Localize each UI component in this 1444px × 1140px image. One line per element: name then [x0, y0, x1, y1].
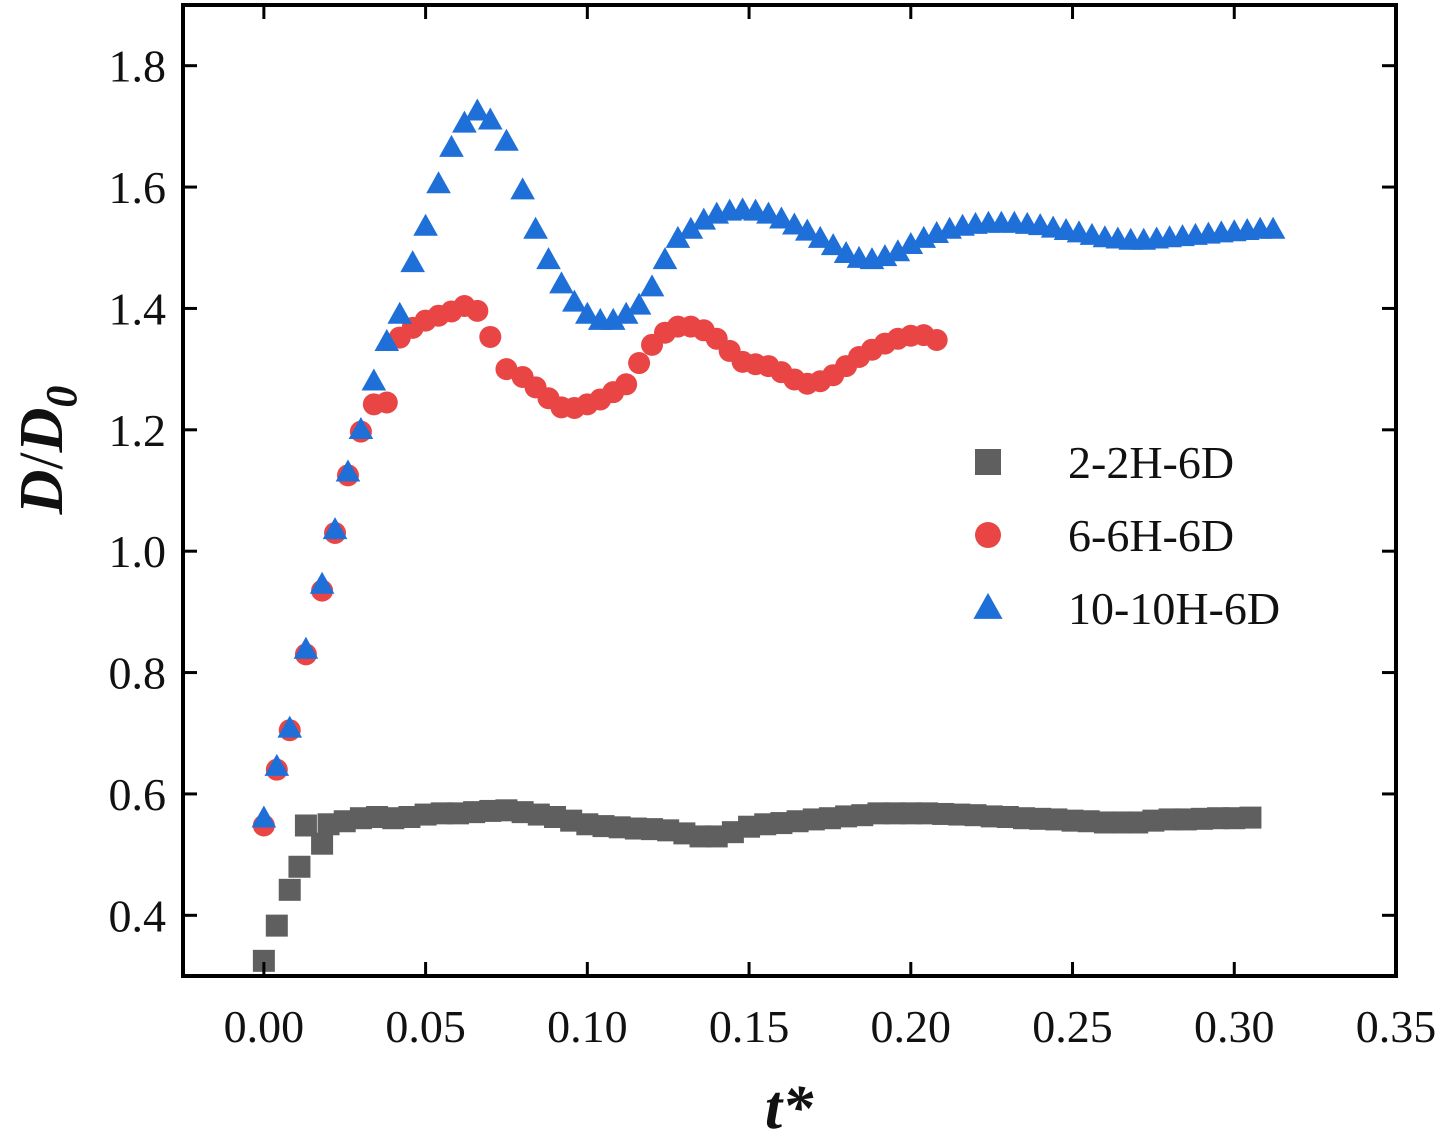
data-point-triangle [400, 250, 425, 273]
data-point-triangle [769, 206, 794, 229]
legend-item: 2-2H-6D [975, 437, 1234, 488]
data-point-triangle [613, 301, 639, 324]
data-point-circle [466, 299, 489, 322]
legend-item: 6-6H-6D [975, 510, 1234, 561]
legend-label: 10-10H-6D [1068, 583, 1280, 634]
data-point-triangle [494, 128, 519, 151]
legend: 2-2H-6D 6-6H-6D 10-10H-6D [973, 437, 1280, 634]
data-point-square [311, 832, 334, 855]
data-point-circle [925, 328, 948, 351]
data-point-triangle [335, 459, 361, 482]
data-point-triangle [600, 307, 626, 330]
y-tick-label: 0.8 [109, 648, 167, 699]
data-point-triangle [691, 207, 717, 230]
data-point-circle [479, 325, 502, 348]
legend-label: 6-6H-6D [1068, 510, 1234, 561]
y-tick-label: 1.8 [109, 41, 167, 92]
data-point-triangle [452, 110, 477, 133]
data-point-triangle [439, 134, 464, 157]
x-tick-label: 0.10 [547, 1001, 628, 1052]
legend-marker-circle [975, 522, 1001, 548]
data-point-triangle [374, 329, 400, 352]
series-10-10H-6D [251, 98, 1286, 828]
legend-marker-triangle [973, 592, 1003, 619]
data-point-triangle [477, 107, 503, 130]
y-tick-label: 1.0 [109, 526, 167, 577]
data-point-triangle [251, 805, 277, 828]
data-point-triangle [413, 213, 438, 236]
legend-label: 2-2H-6D [1068, 437, 1234, 488]
data-point-triangle [652, 247, 678, 270]
data-point-triangle [639, 274, 665, 297]
data-point-triangle [264, 753, 290, 776]
legend-marker-square [975, 449, 1001, 475]
x-tick-label: 0.25 [1032, 1001, 1113, 1052]
data-point-triangle [807, 225, 833, 248]
x-tick-label: 0.30 [1194, 1001, 1275, 1052]
data-point-square [1239, 806, 1262, 829]
series-6-6H-6D [252, 295, 948, 837]
data-point-triangle [1260, 216, 1286, 239]
data-point-square [294, 814, 317, 837]
y-tick-label: 1.6 [109, 162, 167, 213]
series-2-2H-6D [252, 799, 1262, 972]
data-point-triangle [523, 216, 548, 239]
data-point-triangle [626, 292, 652, 315]
data-point-triangle [293, 636, 319, 659]
y-axis-title-separator: / [8, 452, 76, 470]
data-point-circle [615, 373, 638, 396]
data-point-circle [628, 352, 651, 375]
x-tick-label: 0.35 [1356, 1001, 1437, 1052]
data-point-triangle [820, 233, 846, 256]
y-tick-label: 1.4 [109, 283, 167, 334]
y-axis-title-subscript: 0 [37, 386, 86, 408]
axis-ticks: 0.00 0.05 0.10 0.15 0.20 0.25 0.30 0.35 0.4 0.6 0.… [109, 5, 1437, 1052]
data-point-triangle [510, 177, 535, 200]
x-tick-label: 0.20 [871, 1001, 952, 1052]
data-point-triangle [794, 218, 820, 241]
data-point-triangle [782, 212, 807, 235]
data-point-triangle [562, 289, 587, 312]
data-point-triangle [426, 171, 451, 194]
data-point-square [265, 914, 288, 937]
y-axis-title-denominator: D [8, 408, 76, 454]
x-tick-label: 0.00 [224, 1001, 305, 1052]
data-point-triangle [387, 301, 413, 324]
legend-item: 10-10H-6D [973, 583, 1280, 634]
y-tick-label: 1.2 [109, 405, 167, 456]
data-point-square [288, 855, 311, 878]
data-point-triangle [678, 216, 704, 239]
x-tick-label: 0.05 [385, 1001, 466, 1052]
y-axis-title-numerator: D [8, 470, 76, 516]
data-point-triangle [322, 517, 348, 540]
x-tick-label: 0.15 [709, 1001, 790, 1052]
data-point-triangle [536, 247, 561, 270]
data-point-triangle [833, 241, 859, 264]
data-point-triangle [348, 417, 374, 440]
y-tick-label: 0.4 [109, 890, 167, 941]
plot-frame [181, 3, 1398, 978]
data-point-triangle [549, 271, 574, 294]
y-axis-title: D/D0 [8, 386, 86, 516]
data-point-triangle [898, 231, 924, 254]
data-marks [251, 98, 1286, 972]
data-point-triangle [277, 715, 303, 738]
data-point-circle [375, 391, 398, 414]
data-point-triangle [756, 201, 781, 224]
data-point-triangle [665, 225, 691, 248]
data-point-triangle [309, 571, 335, 594]
data-point-triangle [885, 239, 911, 262]
x-axis-title: t* [765, 1074, 814, 1140]
data-point-square [252, 949, 275, 972]
y-tick-label: 0.6 [109, 769, 167, 820]
data-point-triangle [575, 301, 600, 324]
data-point-square [278, 878, 301, 901]
data-point-triangle [361, 368, 387, 391]
data-point-triangle [465, 98, 490, 121]
